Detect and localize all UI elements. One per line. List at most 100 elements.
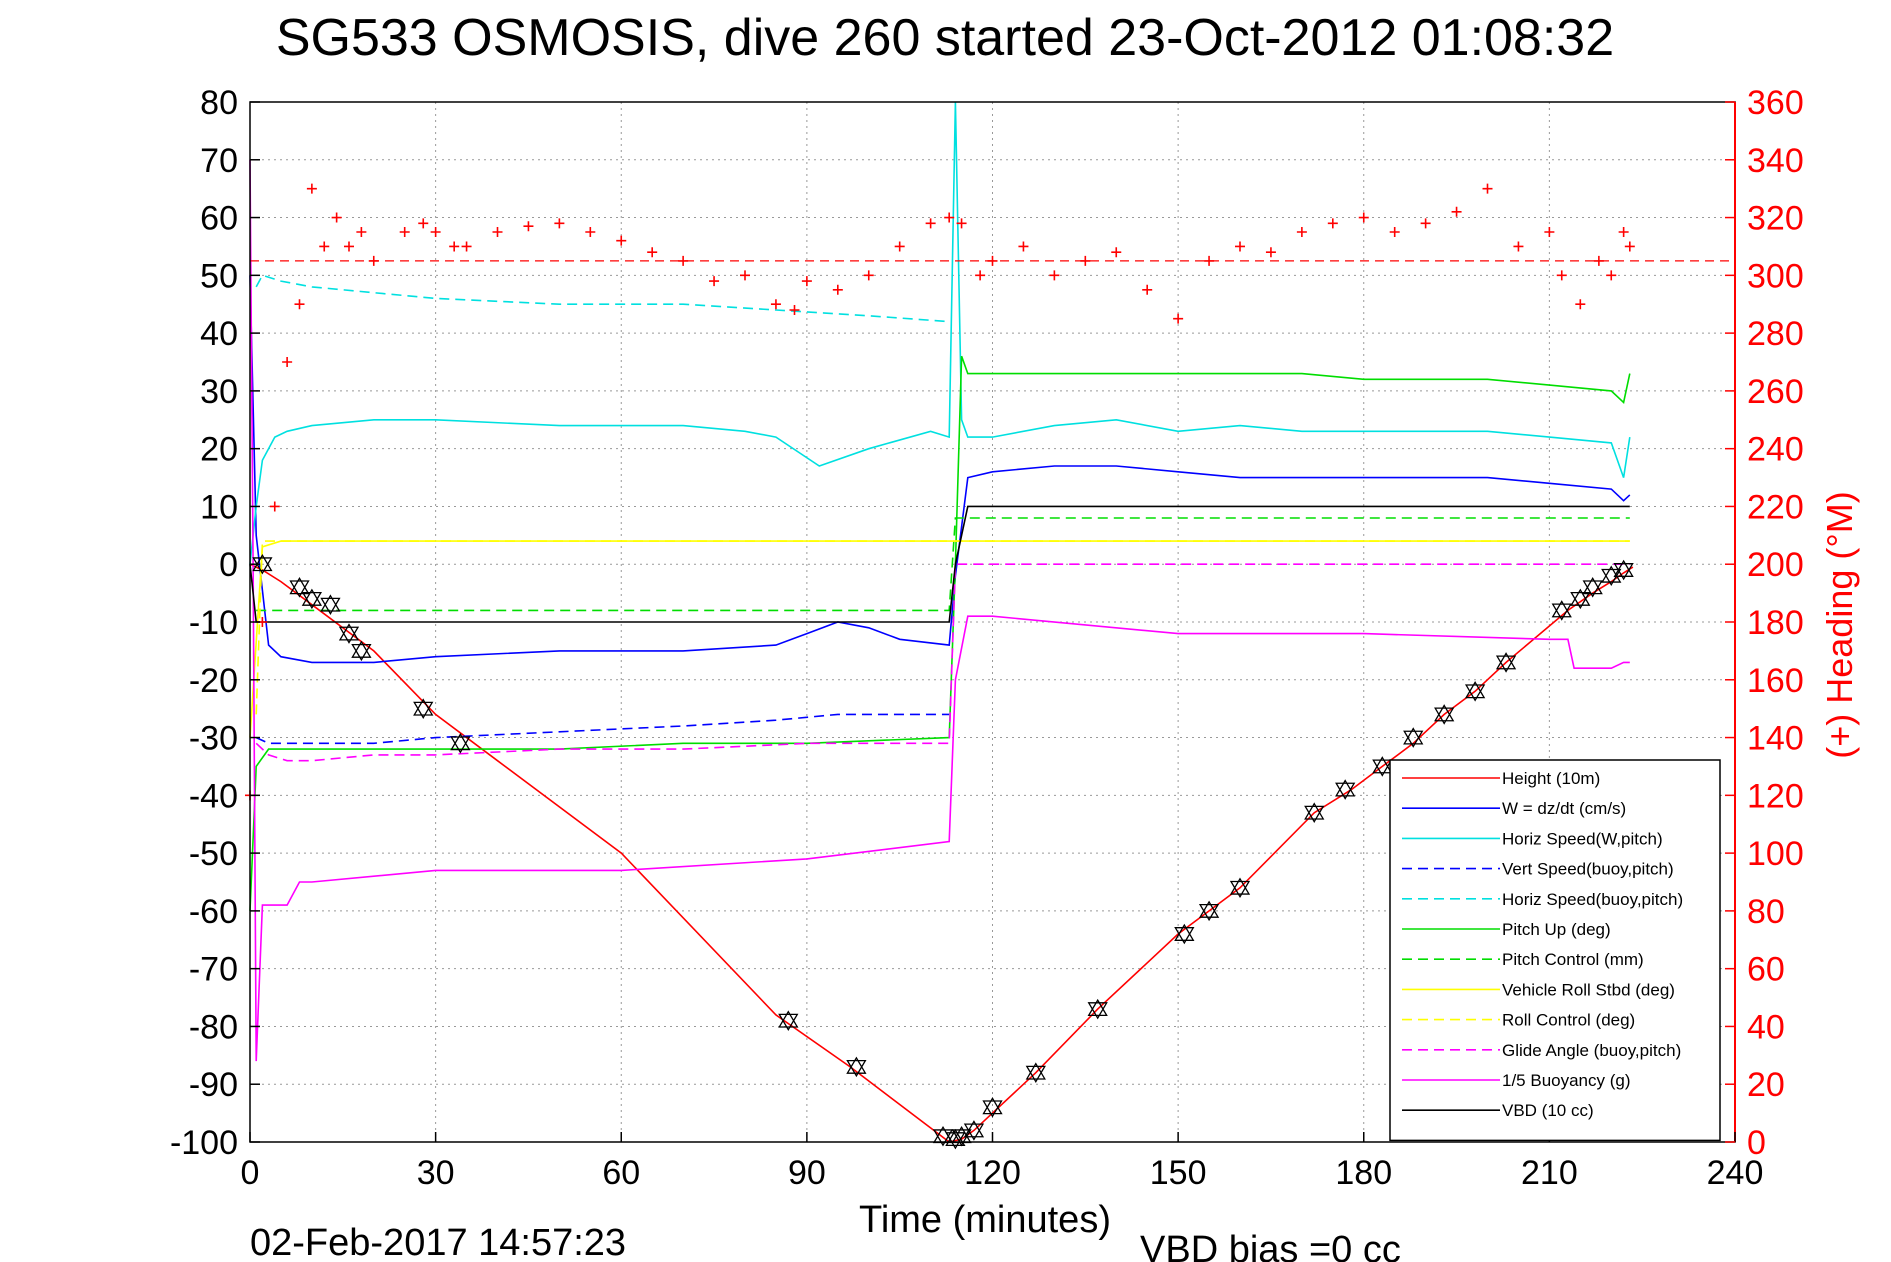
y-tick-label-right: 340 [1747, 142, 1804, 180]
x-tick-label: 60 [602, 1154, 640, 1192]
footer-vbd: VBD bias =0 cc [1140, 1229, 1401, 1262]
chart-title: SG533 OSMOSIS, dive 260 started 23-Oct-2… [276, 9, 1614, 67]
y-tick-label-right: 200 [1747, 546, 1804, 584]
heading-point [1296, 227, 1307, 237]
heading-point [1618, 227, 1629, 237]
heading-point [1389, 227, 1400, 237]
y-tick-label-left: -10 [189, 604, 238, 642]
depth-marker [982, 1097, 1003, 1118]
series-line-height-10m [249, 563, 1634, 1143]
y-tick-label-right: 120 [1747, 777, 1804, 815]
y-tick-label-left: 60 [200, 200, 238, 238]
series-line-vehicle-roll-stbd-deg [249, 540, 1630, 738]
heading-point [344, 241, 354, 252]
heading-point [1606, 270, 1617, 281]
legend-label: VBD (10 cc) [1502, 1101, 1594, 1120]
heading-point [1556, 270, 1567, 281]
x-tick-label: 180 [1335, 1154, 1392, 1192]
depth-marker [778, 1010, 799, 1031]
y-tick-label-right: 220 [1747, 488, 1804, 526]
depth-marker [1434, 704, 1455, 725]
legend-label: Horiz Speed(W,pitch) [1502, 829, 1663, 848]
series-line-pitch-control-mm [256, 517, 1630, 612]
depth-marker [1570, 588, 1591, 610]
x-tick-label: 90 [788, 1154, 826, 1192]
series-line-roll-control-deg [255, 540, 1630, 715]
y-tick-label-right: 180 [1747, 604, 1804, 642]
heading-point [801, 276, 812, 287]
depth-marker [450, 733, 471, 754]
x-tick-label: 120 [964, 1154, 1021, 1192]
legend-label: Horiz Speed(buoy,pitch) [1502, 890, 1683, 909]
heading-point [368, 255, 379, 266]
heading-point [1111, 247, 1122, 258]
depth-marker [252, 553, 273, 575]
depth-marker [1025, 1062, 1046, 1083]
legend-label: 1/5 Buoyancy (g) [1502, 1071, 1631, 1090]
depth-marker [1582, 577, 1603, 598]
y-tick-label-left: 40 [200, 315, 238, 353]
heading-point [1018, 241, 1029, 252]
heading-point [987, 255, 998, 266]
heading-point [956, 218, 967, 229]
heading-point [1482, 183, 1493, 194]
heading-point [1327, 218, 1338, 229]
heading-point [399, 227, 410, 237]
x-tick-label: 0 [241, 1154, 260, 1192]
series-layer [249, 101, 1735, 1143]
y-tick-label-left: -90 [189, 1066, 238, 1104]
x-tick-label: 150 [1150, 1154, 1207, 1192]
depth-marker [1229, 877, 1251, 899]
series-line-pitch-up-deg [249, 355, 1631, 911]
depth-marker [320, 594, 341, 615]
series-line-glide-angle-buoy-pitch [255, 563, 1630, 762]
y-tick-label-right: 320 [1747, 200, 1804, 238]
y-tick-label-left: 80 [200, 84, 238, 122]
heading-point [430, 227, 441, 237]
depth-marker [301, 588, 323, 610]
depth-marker [1304, 802, 1325, 823]
y-tick-label-right: 80 [1747, 893, 1785, 931]
depth-marker [1198, 900, 1220, 922]
y-tick-label-left: -70 [189, 951, 238, 989]
series-line-horiz-speed-w-pitch [249, 101, 1631, 565]
footer-date: 02-Feb-2017 14:57:23 [250, 1222, 626, 1262]
heading-point [331, 212, 342, 223]
legend-box [1389, 759, 1721, 1142]
y-tick-label-right: 40 [1747, 1008, 1785, 1046]
heading-point [863, 270, 874, 281]
y-axis-right-label: (+) Heading (°M) [1819, 491, 1860, 758]
heading-point [294, 299, 305, 310]
heading-point [306, 183, 317, 194]
heading-point [523, 221, 534, 232]
y-tick-label-right: 20 [1747, 1066, 1785, 1104]
heading-point [1451, 206, 1462, 217]
depth-marker [1372, 756, 1393, 777]
heading-point [356, 227, 367, 237]
heading-point [1173, 313, 1184, 324]
x-tick-label: 210 [1521, 1154, 1578, 1192]
heading-point [1142, 284, 1153, 295]
heading-point [894, 241, 905, 252]
y-tick-label-right: 60 [1747, 951, 1785, 989]
heading-point [269, 501, 280, 512]
legend-label: Vehicle Roll Stbd (deg) [1502, 980, 1675, 999]
heading-point [925, 218, 936, 229]
depth-marker [1174, 923, 1195, 945]
series-line-1-5-buoyancy-g [249, 159, 1630, 1062]
depth-marker [1464, 681, 1486, 702]
heading-point [1358, 212, 1369, 223]
y-tick-label-left: 70 [200, 142, 238, 180]
legend-label: Glide Angle (buoy,pitch) [1502, 1041, 1681, 1060]
heading-point [740, 270, 750, 281]
y-tick-label-right: 0 [1747, 1124, 1766, 1162]
heading-point [789, 305, 800, 315]
x-axis-ticks: 0 30 60 90 120 150 180 210 240 [241, 1132, 1763, 1192]
depth-marker [1551, 600, 1572, 621]
y-tick-label-left: -20 [189, 662, 238, 700]
heading-point [1513, 241, 1524, 252]
depth-marker [846, 1056, 867, 1078]
y-tick-label-right: 360 [1747, 84, 1804, 122]
y-tick-label-right: 140 [1747, 720, 1804, 758]
